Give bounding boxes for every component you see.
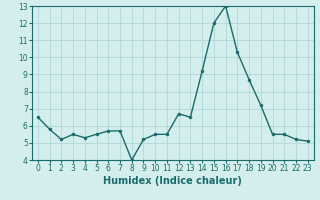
X-axis label: Humidex (Indice chaleur): Humidex (Indice chaleur) — [103, 176, 242, 186]
